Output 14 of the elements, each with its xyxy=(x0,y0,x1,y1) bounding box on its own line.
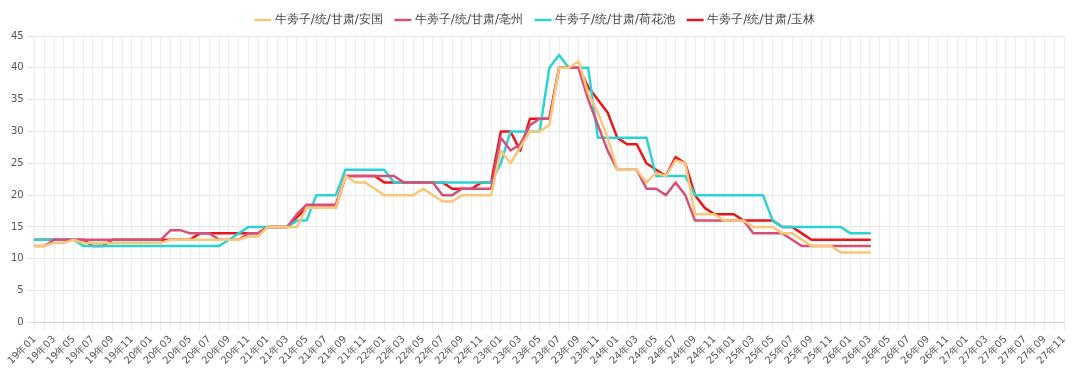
legend-label: 牛蒡子/统/甘肃/亳州 xyxy=(414,12,524,27)
legend-label: 牛蒡子/统/甘肃/荷花池 xyxy=(555,12,676,27)
y-tick-label: 20 xyxy=(10,188,24,200)
y-tick-label: 25 xyxy=(10,156,24,168)
legend-label: 牛蒡子/统/甘肃/安国 xyxy=(274,12,383,27)
y-tick-label: 15 xyxy=(10,220,24,232)
y-tick-label: 45 xyxy=(10,29,24,41)
y-tick-label: 40 xyxy=(10,61,24,73)
y-tick-label: 30 xyxy=(10,125,24,137)
y-tick-label: 35 xyxy=(10,93,24,105)
legend-label: 牛蒡子/统/甘肃/玉林 xyxy=(707,12,816,27)
y-tick-label: 10 xyxy=(10,252,24,264)
y-tick-label: 0 xyxy=(17,316,24,328)
y-tick-label: 5 xyxy=(17,284,24,296)
